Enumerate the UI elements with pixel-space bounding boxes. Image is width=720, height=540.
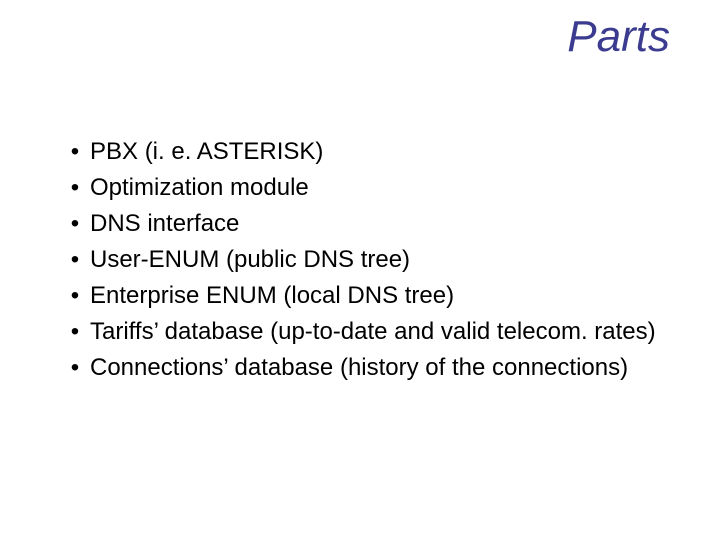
list-item: • PBX (i. e. ASTERISK) (60, 135, 660, 169)
list-item: • Connections’ database (history of the … (60, 351, 660, 385)
list-item: • DNS interface (60, 207, 660, 241)
bullet-list: • PBX (i. e. ASTERISK) • Optimization mo… (60, 135, 660, 387)
list-item-text: PBX (i. e. ASTERISK) (90, 135, 323, 169)
bullet-icon: • (60, 279, 90, 313)
list-item-text: Enterprise ENUM (local DNS tree) (90, 279, 454, 313)
list-item-text: DNS interface (90, 207, 239, 241)
bullet-icon: • (60, 351, 90, 385)
list-item: • Enterprise ENUM (local DNS tree) (60, 279, 660, 313)
list-item: • Optimization module (60, 171, 660, 205)
bullet-icon: • (60, 207, 90, 241)
bullet-icon: • (60, 171, 90, 205)
list-item-text: Tariffs’ database (up-to-date and valid … (90, 315, 656, 349)
bullet-icon: • (60, 135, 90, 169)
list-item: • User-ENUM (public DNS tree) (60, 243, 660, 277)
list-item-text: Connections’ database (history of the co… (90, 351, 628, 385)
slide-title: Parts (567, 12, 670, 62)
list-item-text: User-ENUM (public DNS tree) (90, 243, 410, 277)
bullet-icon: • (60, 243, 90, 277)
slide: Parts • PBX (i. e. ASTERISK) • Optimizat… (0, 0, 720, 540)
bullet-icon: • (60, 315, 90, 349)
list-item: • Tariffs’ database (up-to-date and vali… (60, 315, 660, 349)
list-item-text: Optimization module (90, 171, 309, 205)
